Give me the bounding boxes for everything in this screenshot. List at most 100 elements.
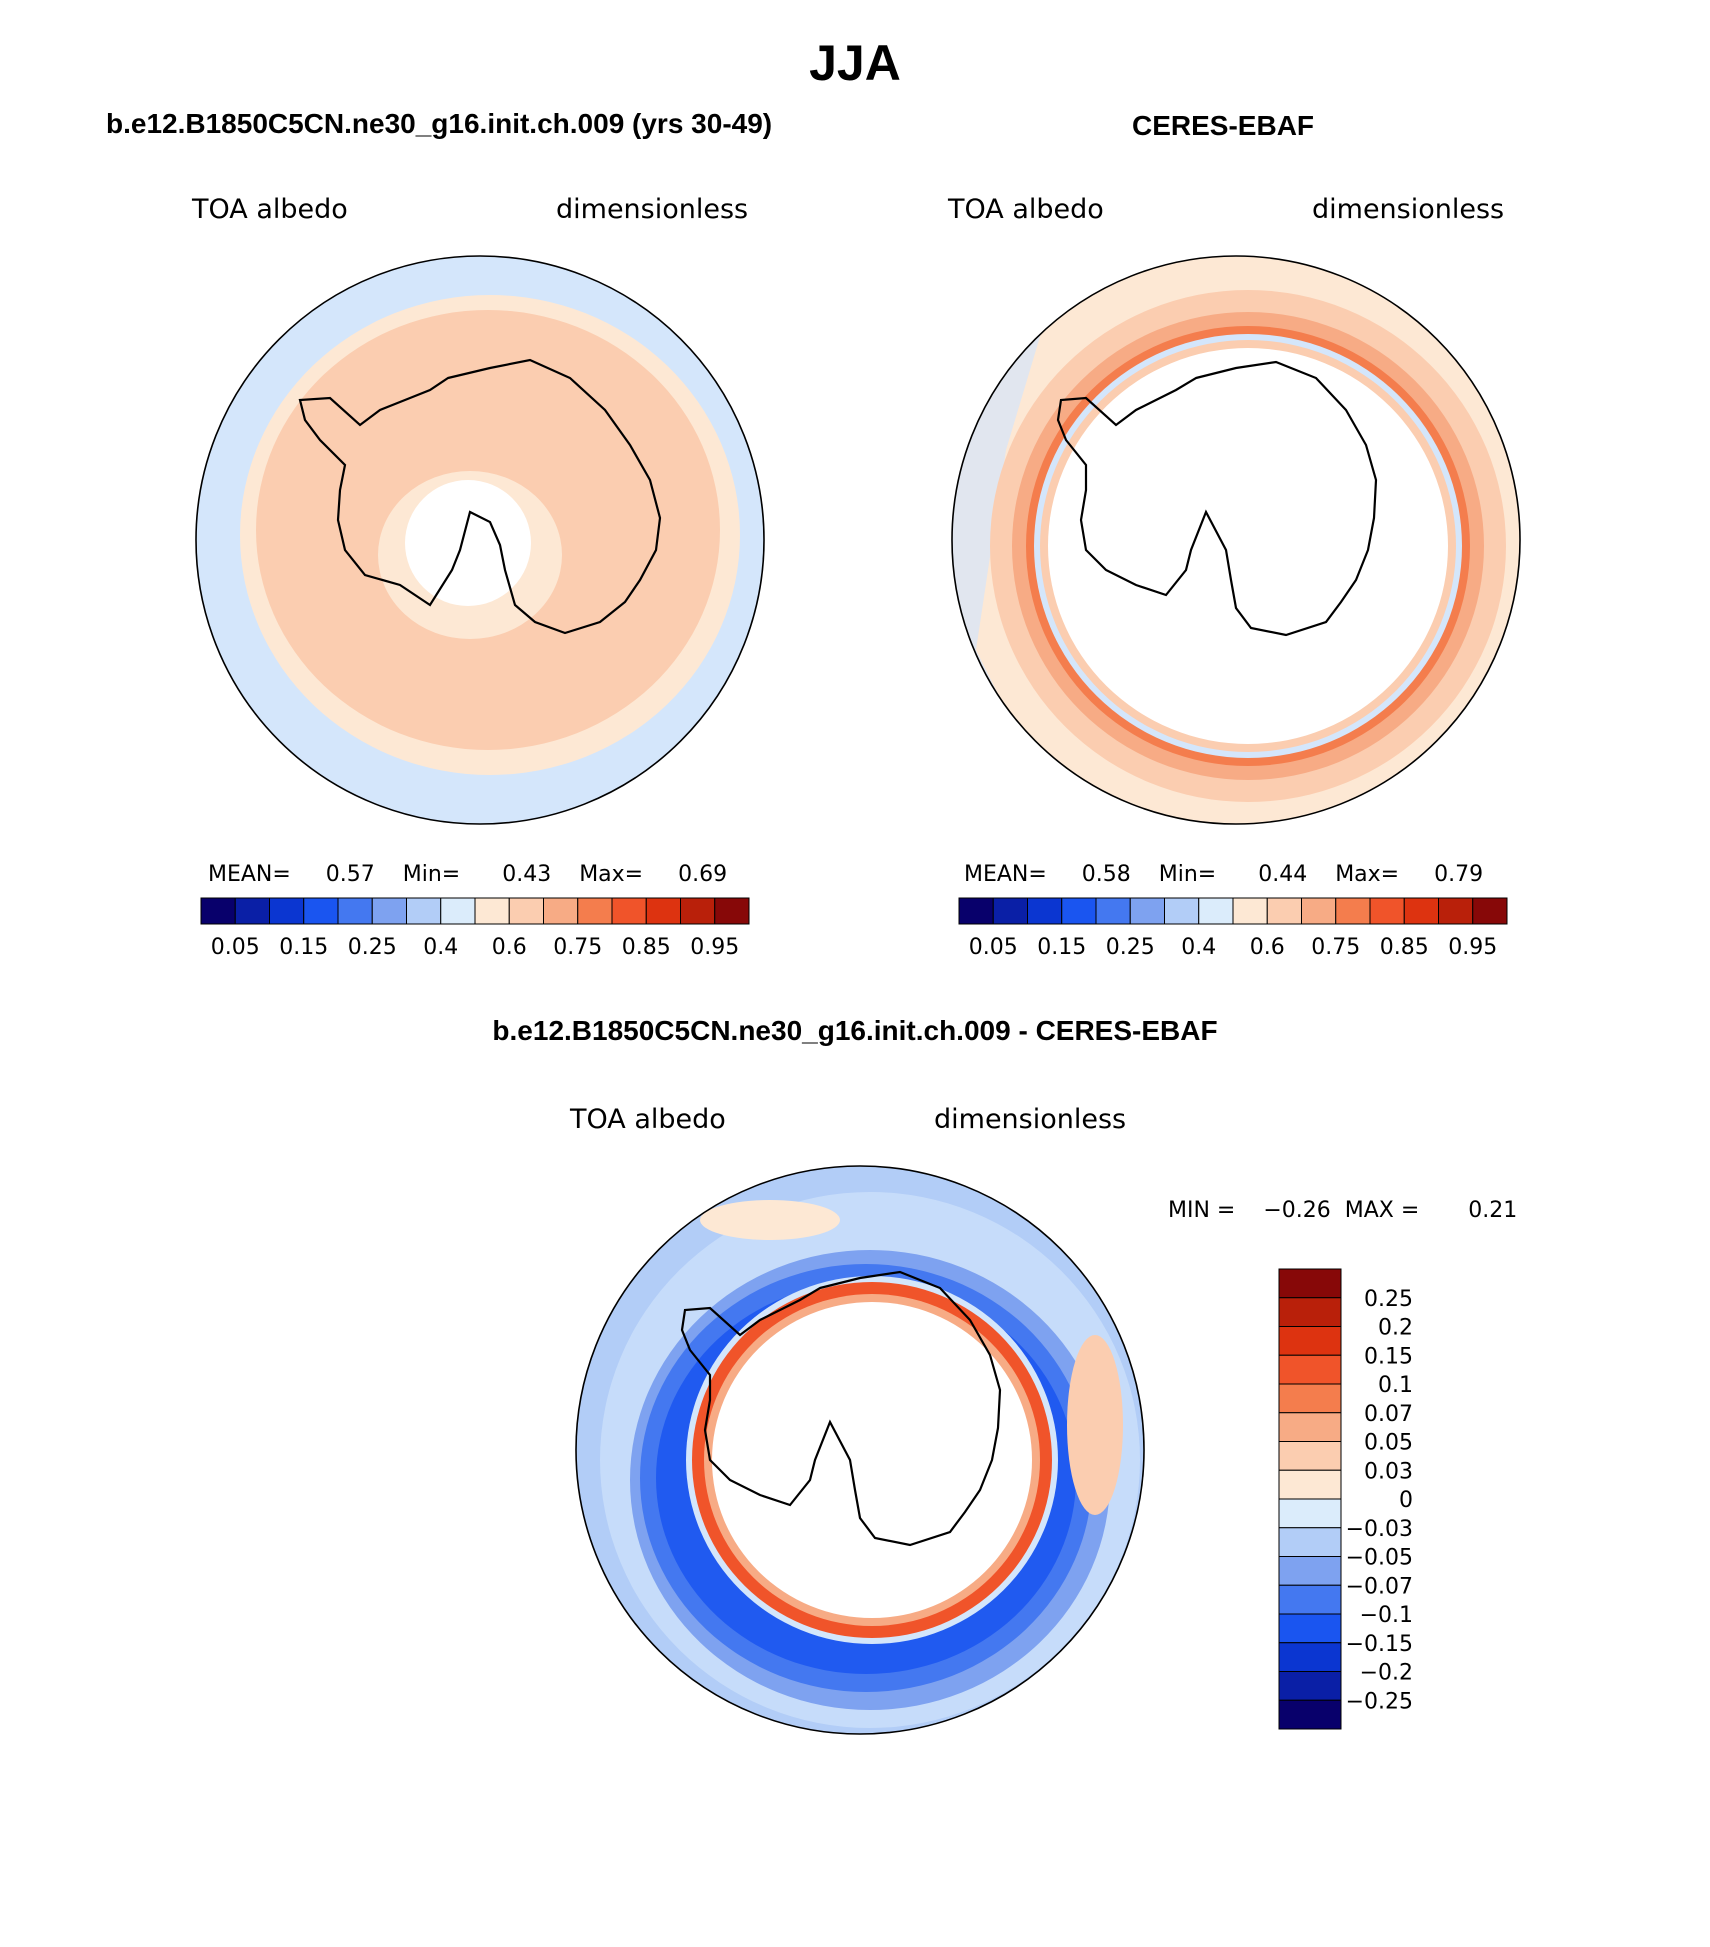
colorbar-swatch [645,897,681,925]
colorbar-swatch [1027,897,1063,925]
colorbar-swatch [577,897,613,925]
colorbar-swatch [1438,897,1474,925]
map-boundary [951,255,1521,825]
colorbar-tick-label: 0.75 [1311,935,1360,960]
colorbar-tick-label: −0.1 [1360,1603,1413,1628]
stats-diff: MIN = −0.26 MAX = 0.21 [1168,1198,1518,1223]
colorbar-swatch [611,897,647,925]
colorbar-tick-label: 0.1 [1378,1373,1413,1398]
stats-obs: MEAN= 0.58 Min= 0.44 Max= 0.79 [964,862,1484,887]
colorbar-swatch [1278,1268,1342,1299]
colorbar-swatch [1301,897,1337,925]
colorbar-tick-label: 0.75 [553,935,602,960]
colorbar-swatch [1278,1383,1342,1414]
polar-map-obs [951,255,1521,825]
colorbar-swatch [1278,1498,1342,1529]
colorbar-tick-label: 0.15 [1364,1344,1413,1369]
colorbar-swatch [958,897,994,925]
colorbar-swatch [1095,897,1131,925]
colorbar-swatch [440,897,476,925]
colorbar-swatch [1278,1642,1342,1672]
variable-label-model: TOA albedo [192,194,348,225]
colorbar-swatch [1335,897,1371,925]
colorbar-swatch [1278,1412,1342,1442]
colorbar-tick-label: −0.25 [1346,1689,1413,1714]
colorbar-swatch [1129,897,1165,925]
colorbar-swatch [1061,897,1097,925]
colorbar-tick-label: 0.25 [1106,935,1155,960]
missing-data-region [712,1302,1032,1618]
colorbar-swatch [1403,897,1439,925]
colorbar-swatch [1164,897,1200,925]
units-label-obs: dimensionless [1312,194,1505,225]
colorbar-tick-label: −0.15 [1346,1632,1413,1657]
panel-title-obs: CERES-EBAF [1132,110,1315,141]
colorbar-swatch [1278,1326,1342,1356]
colorbar-tick-label: 0.05 [1364,1431,1413,1456]
colorbar-swatch [200,897,236,925]
antarctica-coastline [680,1270,1002,1547]
colorbar-model: 0.05 0.15 0.25 0.4 0.6 0.75 0.85 0.95 [200,897,750,960]
page-title: JJA [809,35,901,91]
colorbar-tick-label: 0 [1399,1488,1413,1513]
colorbar-tick-label: 0.6 [1250,935,1285,960]
variable-label-diff: TOA albedo [570,1104,726,1135]
units-label-model: dimensionless [556,194,749,225]
colorbar-tick-label: 0.15 [1037,935,1086,960]
colorbar-tick-label: 0.4 [423,935,458,960]
colorbar-tick-label: −0.03 [1346,1517,1413,1542]
colorbar-swatch [371,897,407,925]
colorbar-tick-label: 0.05 [211,935,260,960]
colorbar-swatch [1278,1441,1342,1471]
colorbar-swatch [1278,1556,1342,1586]
colorbar-swatch [1278,1297,1342,1327]
colorbar-swatch [234,897,270,925]
panel-title-model: b.e12.B1850C5CN.ne30_g16.init.ch.009 (yr… [106,108,773,139]
variable-label-obs: TOA albedo [948,194,1104,225]
colorbar-tick-label: −0.05 [1346,1546,1413,1571]
colorbar-swatch [1232,897,1268,925]
difference-contour-band [1067,1335,1123,1515]
colorbar-tick-label: 0.05 [969,935,1018,960]
colorbar-tick-label: 0.85 [622,935,671,960]
colorbar-tick-label: 0.95 [690,935,739,960]
colorbar-swatch [1278,1671,1342,1701]
colorbar-tick-label: 0.25 [348,935,397,960]
colorbar-tick-label: −0.2 [1360,1661,1413,1686]
map-boundary [195,255,765,825]
colorbar-swatch [337,897,373,925]
colorbar-swatch [1278,1699,1342,1730]
missing-data-region [405,480,531,606]
colorbar-swatch [1278,1527,1342,1557]
colorbar-swatch [1278,1584,1342,1615]
colorbar-tick-label: 0.07 [1364,1402,1413,1427]
stats-model: MEAN= 0.57 Min= 0.43 Max= 0.69 [208,862,728,887]
colorbar-tick-label: −0.07 [1346,1574,1413,1599]
colorbar-tick-label: 0.2 [1378,1316,1413,1341]
colorbar-obs: 0.05 0.15 0.25 0.4 0.6 0.75 0.85 0.95 [958,897,1508,960]
colorbar-swatch [303,897,339,925]
colorbar-swatch [406,897,442,925]
missing-data-region [1048,348,1448,744]
colorbar-tick-label: 0.6 [492,935,527,960]
colorbar-swatch [474,897,510,925]
units-label-diff: dimensionless [934,1104,1127,1135]
difference-contour-band [700,1200,840,1240]
colorbar-diff: 0.25 0.2 0.15 0.1 0.07 0.05 0.03 0 −0.03 −0.05 −0.… [1278,1268,1413,1730]
colorbar-tick-label: 0.4 [1181,935,1216,960]
map-boundary [575,1165,1145,1735]
colorbar-swatch [508,897,544,925]
colorbar-swatch [1266,897,1302,925]
panel-title-diff: b.e12.B1850C5CN.ne30_g16.init.ch.009 - C… [492,1015,1218,1046]
colorbar-tick-label: 0.25 [1364,1287,1413,1312]
colorbar-swatch [543,897,579,925]
polar-map-model [195,255,765,825]
colorbar-tick-label: 0.95 [1448,935,1497,960]
colorbar-swatch [714,897,750,925]
colorbar-swatch [1472,897,1508,925]
colorbar-swatch [1278,1469,1342,1500]
polar-map-diff [575,1165,1145,1735]
colorbar-swatch [1278,1354,1342,1385]
colorbar-swatch [269,897,305,925]
colorbar-swatch [680,897,716,925]
